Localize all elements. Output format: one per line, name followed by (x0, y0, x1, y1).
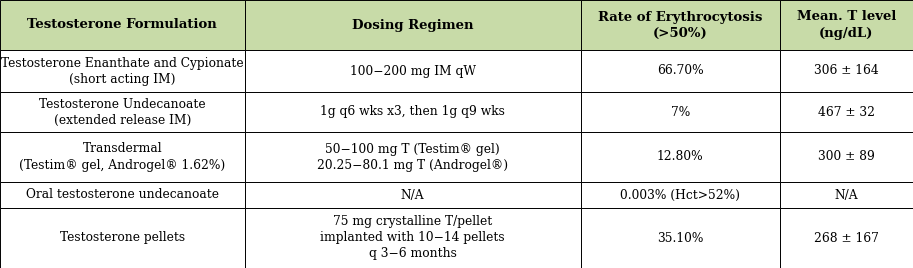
Text: 300 ± 89: 300 ± 89 (818, 151, 875, 163)
Bar (245, 182, 581, 208)
Text: 100−200 mg IM qW: 100−200 mg IM qW (350, 65, 476, 77)
Text: 268 ± 167: 268 ± 167 (813, 232, 879, 244)
Text: 0.003% (Hct>52%): 0.003% (Hct>52%) (620, 188, 740, 202)
Bar (245, 132, 581, 182)
Text: N/A: N/A (401, 188, 425, 202)
Bar (780, 50, 913, 92)
Bar (245, 208, 581, 268)
Bar (581, 182, 780, 208)
Bar (245, 50, 581, 92)
Text: 50−100 mg T (Testim® gel)
20.25−80.1 mg T (Androgel®): 50−100 mg T (Testim® gel) 20.25−80.1 mg … (317, 143, 509, 172)
Text: Mean. T level
(ng/dL): Mean. T level (ng/dL) (797, 10, 896, 39)
Text: 75 mg crystalline T/pellet
implanted with 10−14 pellets
q 3−6 months: 75 mg crystalline T/pellet implanted wit… (320, 215, 505, 260)
Text: 12.80%: 12.80% (656, 151, 704, 163)
Text: 306 ± 164: 306 ± 164 (814, 65, 878, 77)
Bar (0, 132, 245, 182)
Text: Transdermal
(Testim® gel, Androgel® 1.62%): Transdermal (Testim® gel, Androgel® 1.62… (19, 143, 226, 172)
Bar (780, 92, 913, 132)
Bar (0, 182, 245, 208)
Text: 7%: 7% (670, 106, 690, 118)
Text: Testosterone Enanthate and Cypionate
(short acting IM): Testosterone Enanthate and Cypionate (sh… (1, 57, 244, 85)
Bar (0, 92, 245, 132)
Text: 35.10%: 35.10% (657, 232, 703, 244)
Bar (245, 92, 581, 132)
Bar (780, 0, 913, 50)
Text: Testosterone pellets: Testosterone pellets (59, 232, 185, 244)
Bar (0, 50, 245, 92)
Bar (581, 92, 780, 132)
Bar (581, 132, 780, 182)
Bar (0, 208, 245, 268)
Bar (581, 50, 780, 92)
Bar (581, 208, 780, 268)
Text: Rate of Erythrocytosis
(>50%): Rate of Erythrocytosis (>50%) (598, 10, 762, 39)
Bar (780, 208, 913, 268)
Bar (581, 0, 780, 50)
Bar (780, 132, 913, 182)
Text: Dosing Regimen: Dosing Regimen (352, 18, 474, 32)
Bar (245, 0, 581, 50)
Text: N/A: N/A (834, 188, 858, 202)
Bar (780, 182, 913, 208)
Text: 467 ± 32: 467 ± 32 (818, 106, 875, 118)
Text: 1g q6 wks x3, then 1g q9 wks: 1g q6 wks x3, then 1g q9 wks (320, 106, 505, 118)
Text: 66.70%: 66.70% (656, 65, 704, 77)
Text: Testosterone Formulation: Testosterone Formulation (27, 18, 217, 32)
Text: Oral testosterone undecanoate: Oral testosterone undecanoate (26, 188, 219, 202)
Text: Testosterone Undecanoate
(extended release IM): Testosterone Undecanoate (extended relea… (39, 98, 205, 126)
Bar (0, 0, 245, 50)
